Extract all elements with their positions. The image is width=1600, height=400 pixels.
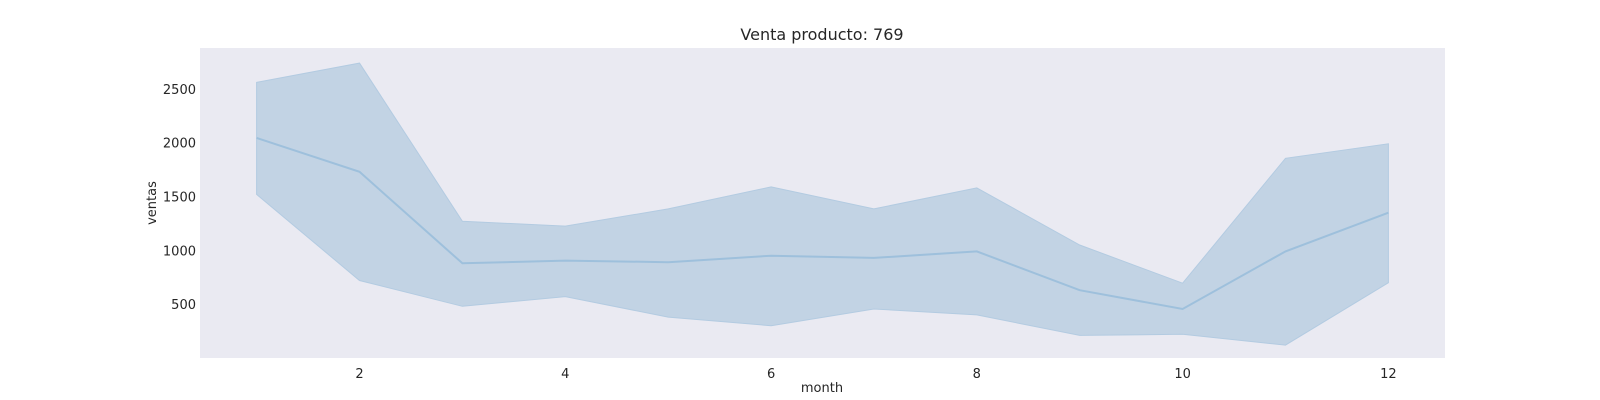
x-tick-label: 4 — [561, 367, 569, 382]
confidence-band-layer — [256, 62, 1389, 346]
y-axis-label: ventas — [145, 181, 160, 225]
x-tick-label: 12 — [1380, 367, 1397, 382]
chart-title: Venta producto: 769 — [740, 25, 903, 44]
y-tick-labels: 500 1000 1500 2000 2500 — [163, 83, 196, 313]
y-tick-label: 1000 — [163, 244, 196, 259]
series-line — [256, 136, 1389, 311]
y-tick-label: 2000 — [163, 137, 196, 152]
x-axis-label: month — [801, 381, 843, 396]
y-tick-label: 2500 — [163, 83, 196, 98]
y-tick-label: 1500 — [163, 191, 196, 206]
line-layer — [256, 136, 1389, 311]
y-tick-label: 500 — [171, 298, 196, 313]
x-tick-label: 6 — [767, 367, 775, 382]
x-tick-label: 10 — [1174, 367, 1191, 382]
x-tick-label: 8 — [973, 367, 981, 382]
confidence-band — [256, 62, 1389, 346]
x-tick-label: 2 — [355, 367, 363, 382]
x-tick-labels: 2 4 6 8 10 12 — [355, 367, 1396, 382]
